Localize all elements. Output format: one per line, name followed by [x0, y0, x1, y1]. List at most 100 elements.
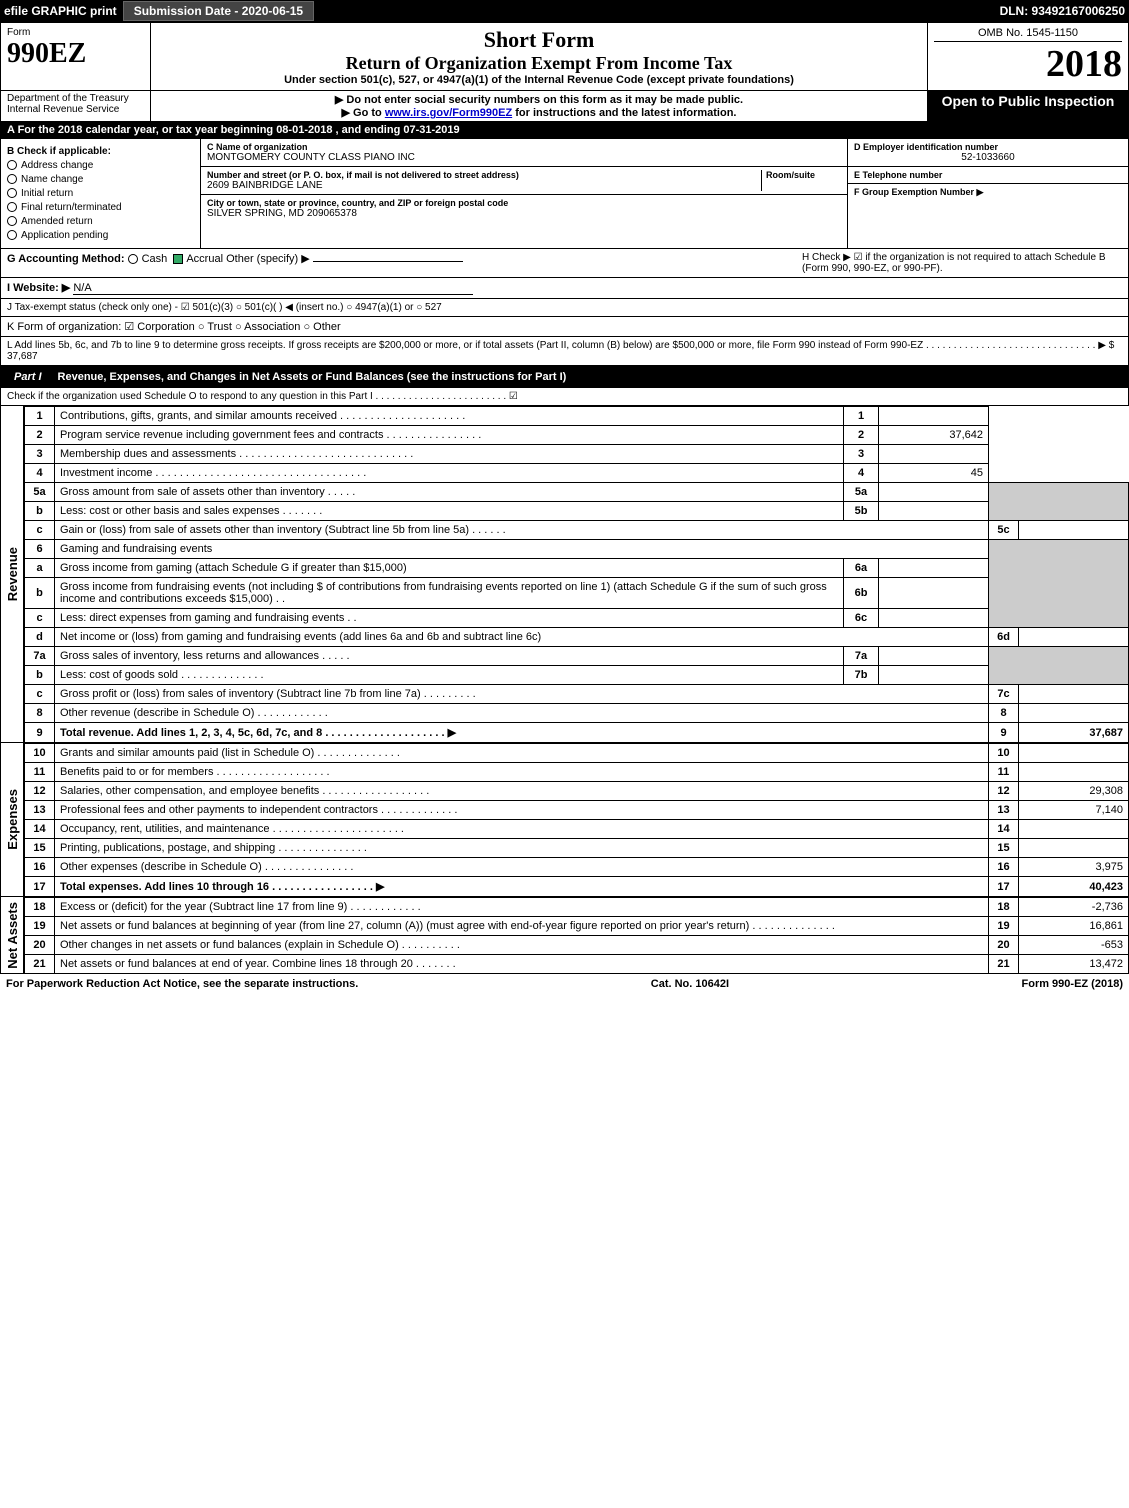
form-number-cell: Form 990EZ [1, 23, 151, 90]
line-6a: aGross income from gaming (attach Schedu… [25, 559, 1129, 578]
dept-label: Department of the Treasury Internal Reve… [1, 91, 151, 121]
section-gh: G Accounting Method: Cash Accrual Other … [0, 249, 1129, 278]
chk-amended-return[interactable]: Amended return [7, 216, 194, 227]
page-footer: For Paperwork Reduction Act Notice, see … [0, 974, 1129, 994]
group-exemption-label: F Group Exemption Number ▶ [854, 187, 1122, 198]
header-row2: Department of the Treasury Internal Reve… [0, 91, 1129, 122]
sections-def: D Employer identification number 52-1033… [848, 139, 1128, 248]
line-16: 16Other expenses (describe in Schedule O… [25, 858, 1129, 877]
submission-date-button[interactable]: Submission Date - 2020-06-15 [123, 1, 314, 21]
line-18: 18Excess or (deficit) for the year (Subt… [25, 898, 1129, 917]
section-f: F Group Exemption Number ▶ [848, 184, 1128, 201]
chk-address-change[interactable]: Address change [7, 160, 194, 171]
line-21: 21Net assets or fund balances at end of … [25, 955, 1129, 974]
netassets-tab: Net Assets [0, 897, 24, 974]
top-bar: efile GRAPHIC print Submission Date - 20… [0, 0, 1129, 22]
form-header: Form 990EZ Short Form Return of Organiza… [0, 22, 1129, 91]
open-to-public: Open to Public Inspection [928, 91, 1128, 121]
main-title: Return of Organization Exempt From Incom… [157, 53, 921, 74]
section-h: H Check ▶ ☑ if the organization is not r… [802, 252, 1122, 274]
city-value: SILVER SPRING, MD 209065378 [207, 208, 841, 219]
subtitle: Under section 501(c), 527, or 4947(a)(1)… [157, 74, 921, 86]
section-j: J Tax-exempt status (check only one) - ☑… [0, 299, 1129, 317]
footer-right: Form 990-EZ (2018) [1022, 978, 1123, 990]
line-4: 4Investment income . . . . . . . . . . .… [25, 464, 1129, 483]
warning-2: ▶ Go to www.irs.gov/Form990EZ for instru… [157, 106, 921, 119]
chk-final-return[interactable]: Final return/terminated [7, 202, 194, 213]
expenses-table: 10Grants and similar amounts paid (list … [24, 743, 1129, 897]
netassets-table: 18Excess or (deficit) for the year (Subt… [24, 897, 1129, 974]
line-5c: cGain or (loss) from sale of assets othe… [25, 521, 1129, 540]
efile-label: efile GRAPHIC print [4, 4, 117, 18]
line-3: 3Membership dues and assessments . . . .… [25, 445, 1129, 464]
section-c: C Name of organization MONTGOMERY COUNTY… [201, 139, 848, 248]
omb-number: OMB No. 1545-1150 [934, 27, 1122, 42]
netassets-section: Net Assets 18Excess or (deficit) for the… [0, 897, 1129, 974]
section-d: D Employer identification number 52-1033… [848, 139, 1128, 167]
chk-accrual[interactable] [173, 254, 183, 264]
chk-name-change[interactable]: Name change [7, 174, 194, 185]
part1-check-line: Check if the organization used Schedule … [0, 388, 1129, 406]
line-7a: 7aGross sales of inventory, less returns… [25, 647, 1129, 666]
accounting-label: G Accounting Method: [7, 253, 125, 265]
section-k: K Form of organization: ☑ Corporation ○ … [0, 317, 1129, 337]
footer-left: For Paperwork Reduction Act Notice, see … [6, 978, 358, 990]
line-2: 2Program service revenue including gover… [25, 426, 1129, 445]
section-g: G Accounting Method: Cash Accrual Other … [7, 252, 802, 274]
footer-mid: Cat. No. 10642I [651, 978, 729, 990]
line-11: 11Benefits paid to or for members . . . … [25, 763, 1129, 782]
line-5b: bLess: cost or other basis and sales exp… [25, 502, 1129, 521]
org-name-label: C Name of organization [207, 142, 841, 152]
line-7b: bLess: cost of goods sold . . . . . . . … [25, 666, 1129, 685]
part1-label: Part I [6, 369, 50, 385]
phone-label: E Telephone number [854, 170, 1122, 180]
dln-label: DLN: 93492167006250 [1000, 4, 1125, 18]
line-12: 12Salaries, other compensation, and empl… [25, 782, 1129, 801]
section-e: E Telephone number [848, 167, 1128, 184]
revenue-table: 1Contributions, gifts, grants, and simil… [24, 406, 1129, 743]
chk-application-pending[interactable]: Application pending [7, 230, 194, 241]
room-label: Room/suite [766, 170, 841, 180]
expenses-tab: Expenses [0, 743, 24, 897]
org-name-row: C Name of organization MONTGOMERY COUNTY… [201, 139, 847, 167]
section-i: I Website: ▶ N/A [0, 278, 1129, 299]
omb-year-cell: OMB No. 1545-1150 2018 [928, 23, 1128, 90]
line-14: 14Occupancy, rent, utilities, and mainte… [25, 820, 1129, 839]
warning-1: ▶ Do not enter social security numbers o… [157, 93, 921, 106]
chk-cash[interactable] [128, 254, 138, 264]
section-b-label: B Check if applicable: [7, 146, 194, 157]
line-6: 6Gaming and fundraising events [25, 540, 1129, 559]
form-number: 990EZ [7, 38, 144, 70]
ein-label: D Employer identification number [854, 142, 1122, 152]
website-label: I Website: ▶ [7, 282, 70, 294]
line-15: 15Printing, publications, postage, and s… [25, 839, 1129, 858]
line-1: 1Contributions, gifts, grants, and simil… [25, 407, 1129, 426]
street-label: Number and street (or P. O. box, if mail… [207, 170, 761, 180]
city-label: City or town, state or province, country… [207, 198, 841, 208]
street-row: Number and street (or P. O. box, if mail… [201, 167, 847, 195]
line-10: 10Grants and similar amounts paid (list … [25, 744, 1129, 763]
chk-initial-return[interactable]: Initial return [7, 188, 194, 199]
street-value: 2609 BAINBRIDGE LANE [207, 180, 761, 191]
line-5a: 5aGross amount from sale of assets other… [25, 483, 1129, 502]
irs-link[interactable]: www.irs.gov/Form990EZ [385, 107, 512, 119]
website-value: N/A [73, 282, 473, 295]
warnings: ▶ Do not enter social security numbers o… [151, 91, 928, 121]
line-20: 20Other changes in net assets or fund ba… [25, 936, 1129, 955]
form-word: Form [7, 27, 144, 38]
org-name: MONTGOMERY COUNTY CLASS PIANO INC [207, 152, 841, 163]
section-b: B Check if applicable: Address change Na… [1, 139, 201, 248]
short-form-label: Short Form [157, 27, 921, 53]
line-7c: cGross profit or (loss) from sales of in… [25, 685, 1129, 704]
line-9: 9Total revenue. Add lines 1, 2, 3, 4, 5c… [25, 723, 1129, 743]
line-6b: bGross income from fundraising events (n… [25, 578, 1129, 609]
part1-header: Part I Revenue, Expenses, and Changes in… [0, 366, 1129, 388]
other-specify-input[interactable] [313, 261, 463, 262]
line-6d: dNet income or (loss) from gaming and fu… [25, 628, 1129, 647]
expenses-section: Expenses 10Grants and similar amounts pa… [0, 743, 1129, 897]
line-6c: cLess: direct expenses from gaming and f… [25, 609, 1129, 628]
org-info-grid: B Check if applicable: Address change Na… [0, 139, 1129, 249]
line-17: 17Total expenses. Add lines 10 through 1… [25, 877, 1129, 897]
tax-period-bar: A For the 2018 calendar year, or tax yea… [0, 122, 1129, 139]
line-19: 19Net assets or fund balances at beginni… [25, 917, 1129, 936]
